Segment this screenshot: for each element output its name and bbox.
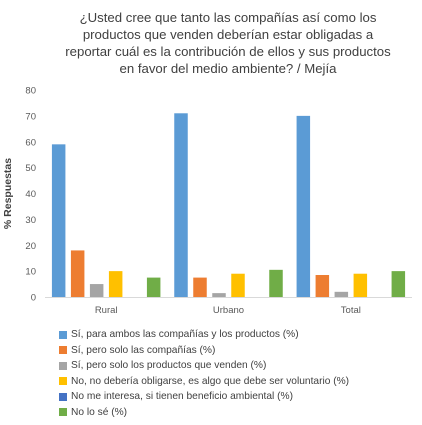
legend-label: Sí, pero solo los productos que venden (… xyxy=(71,360,267,372)
bar-urbano-series-3 xyxy=(212,293,226,297)
legend-item: No, no debería obligarse, es algo que de… xyxy=(59,374,419,390)
legend-swatch xyxy=(59,408,67,417)
y-tick-label: 80 xyxy=(25,86,36,97)
legend-label: No, no debería obligarse, es algo que de… xyxy=(71,375,350,387)
y-tick-label: 50 xyxy=(25,163,36,174)
bar-total-series-2 xyxy=(315,275,330,297)
legend-item: Sí, pero solo los productos que venden (… xyxy=(59,358,419,374)
legend-item: No me interesa, si tienen beneficio ambi… xyxy=(59,389,419,405)
bar-urbano-series-6 xyxy=(269,269,283,297)
legend-swatch xyxy=(59,361,67,370)
legend-swatch xyxy=(59,330,67,339)
y-tick-label: 0 xyxy=(31,293,36,304)
chart-legend: Sí, para ambos las compañías y los produ… xyxy=(59,327,419,420)
legend-item: Sí, pero solo las compañías (%) xyxy=(59,343,419,359)
legend-label: No lo sé (%) xyxy=(71,406,128,418)
bar-rural-series-2 xyxy=(70,250,85,297)
y-tick-label: 20 xyxy=(25,241,36,252)
chart-title-line: productos que venden deberían estar obli… xyxy=(83,27,374,42)
bar-rural-series-6 xyxy=(146,277,161,297)
legend-swatch xyxy=(59,377,67,386)
x-tick-label: Urbano xyxy=(213,305,244,316)
bar-total-series-6 xyxy=(391,271,406,297)
chart-title-line: ¿Usted cree que tanto las compañías así … xyxy=(80,10,377,25)
legend-item: Sí, para ambos las compañías y los produ… xyxy=(59,327,419,343)
y-tick-label: 40 xyxy=(25,189,36,200)
legend-label: Sí, pero solo las compañías (%) xyxy=(71,344,216,356)
y-axis-label: % Respuestas xyxy=(2,158,14,229)
bar-urbano-series-4 xyxy=(231,273,245,297)
bar-rural-series-1 xyxy=(51,144,66,297)
bar-total-series-3 xyxy=(334,291,349,297)
chart-title-line: en favor del medio ambiente? / Mejía xyxy=(120,61,338,76)
chart-title-line: reportar cuál es la contribución de ello… xyxy=(65,44,391,59)
y-tick-label: 70 xyxy=(25,111,36,122)
bar-rural-series-4 xyxy=(108,271,123,297)
chart-canvas: ¿Usted cree que tanto las compañías así … xyxy=(2,10,412,316)
bar-rural-series-3 xyxy=(89,284,104,297)
x-tick-label: Rural xyxy=(95,305,118,316)
y-tick-label: 60 xyxy=(25,137,36,148)
bar-urbano-series-1 xyxy=(174,113,188,297)
bar-total-series-4 xyxy=(353,273,368,297)
legend-item: No lo sé (%) xyxy=(59,405,419,421)
legend-label: No me interesa, si tienen beneficio ambi… xyxy=(71,391,293,403)
bar-total-series-1 xyxy=(296,115,311,297)
legend-swatch xyxy=(59,346,67,355)
bar-urbano-series-2 xyxy=(193,277,207,297)
x-tick-label: Total xyxy=(341,305,361,316)
y-tick-label: 30 xyxy=(25,215,36,226)
y-tick-label: 10 xyxy=(25,267,36,278)
legend-swatch xyxy=(59,392,67,401)
legend-label: Sí, para ambos las compañías y los produ… xyxy=(71,329,299,341)
